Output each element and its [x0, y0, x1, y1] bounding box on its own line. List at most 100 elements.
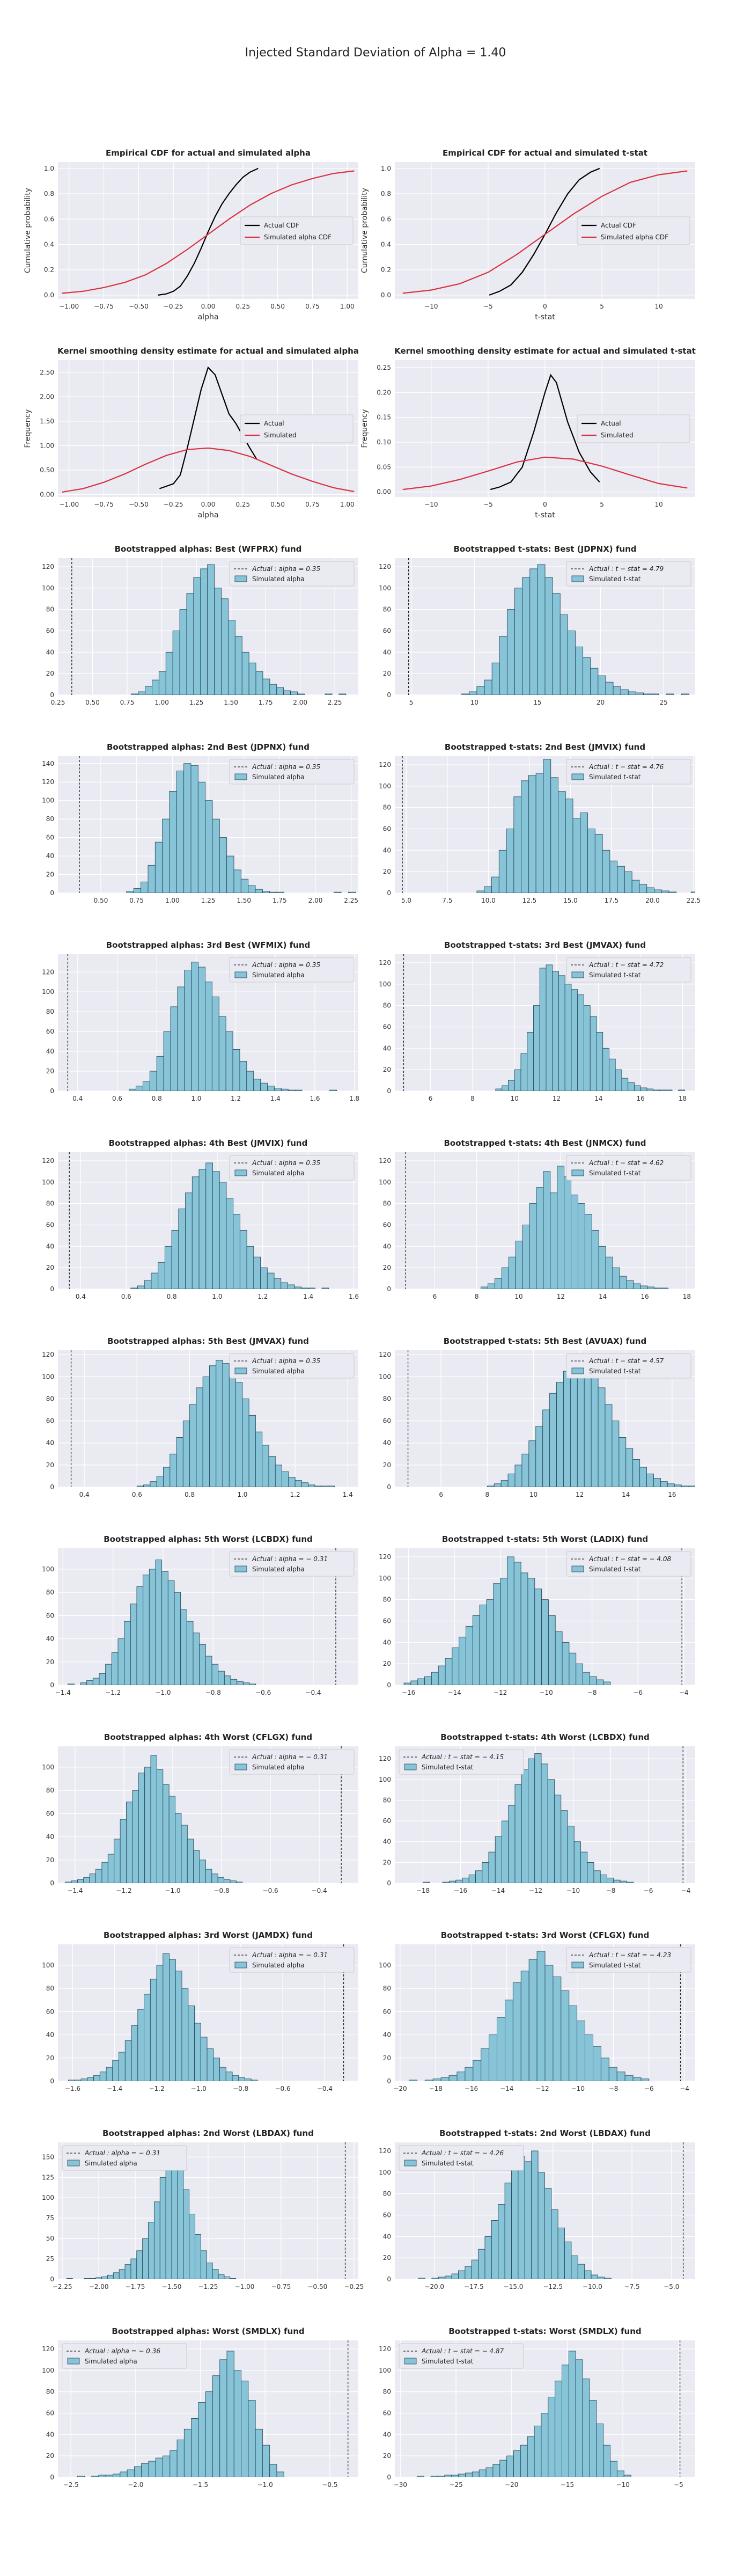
histogram-bar	[241, 652, 249, 695]
series-line-2	[402, 170, 688, 294]
histogram-bar	[524, 2161, 532, 2279]
histogram-bar	[200, 2250, 207, 2279]
y-tick-label: 20	[383, 1660, 391, 1667]
x-tick-label: −14	[491, 1887, 505, 1894]
plot-marks	[402, 756, 695, 893]
histogram-bar	[558, 975, 565, 1091]
y-tick-label: 0.00	[377, 488, 391, 496]
histogram-bar	[83, 1877, 90, 1883]
x-tick-label: 0.75	[305, 303, 320, 310]
x-tick-label: 10	[654, 303, 662, 310]
histogram-bar	[242, 1682, 250, 1685]
y-tick-label: 40	[46, 1635, 54, 1643]
y-tick-label: 120	[379, 2147, 391, 2155]
histogram-bar	[237, 1681, 244, 1685]
histogram-bar	[410, 1680, 418, 1685]
histogram-bar	[501, 1267, 509, 1289]
histogram-bar	[550, 777, 558, 893]
histogram-bar	[577, 2264, 585, 2279]
histogram-bar	[242, 1399, 249, 1487]
y-tick-label: 40	[383, 2431, 391, 2438]
plot-marks	[79, 756, 356, 893]
histogram-bar	[520, 1053, 528, 1091]
histogram-bar	[179, 609, 187, 695]
x-tick-label: −1.2	[116, 1887, 131, 1894]
subplot-10: Bootstrapped t-stats: 3rd Best (JMVAX) f…	[379, 940, 695, 1102]
histogram-bar	[181, 1988, 189, 2081]
histogram-bar	[512, 1982, 521, 2081]
histogram-bar	[282, 1471, 289, 1487]
x-tick-label: 10	[511, 1095, 519, 1102]
histogram-bar	[534, 1753, 542, 1883]
histogram-bar	[95, 1869, 102, 1883]
plot-marks	[418, 2142, 684, 2279]
legend-label: Simulated t-stat	[589, 773, 641, 781]
x-tick-label: 1.00	[154, 699, 169, 706]
y-tick-label: 125	[42, 2174, 54, 2181]
y-tick-label: 60	[383, 2211, 391, 2219]
histogram-bar	[233, 869, 241, 893]
x-tick-label: −10	[424, 501, 438, 508]
histogram-bar	[301, 1287, 309, 1289]
x-tick-label: 1.2	[290, 1491, 300, 1498]
histogram-bar	[124, 1621, 131, 1685]
histogram-bar	[262, 891, 270, 893]
y-tick-label: 20	[46, 871, 54, 879]
histogram-bar	[608, 1058, 616, 1091]
histogram-bar	[193, 1850, 200, 1883]
x-tick-label: 1.00	[340, 501, 355, 508]
histogram-bar	[558, 791, 566, 893]
legend-swatch	[234, 773, 247, 780]
x-tick-label: 0.50	[94, 897, 108, 904]
subplot-title: Kernel smoothing density estimate for ac…	[57, 346, 359, 356]
y-tick-label: 100	[42, 1962, 54, 1969]
histogram-bar	[423, 1882, 430, 1883]
histogram-bar	[171, 1230, 179, 1289]
histogram-bar	[520, 2445, 528, 2477]
histogram-bar	[65, 1882, 72, 1883]
histogram-bar	[449, 1880, 457, 1883]
subplot-title: Bootstrapped t-stats: Worst (SMDLX) fund	[448, 2326, 641, 2336]
histogram-bar	[584, 2270, 592, 2279]
x-tick-label: −6	[644, 2085, 654, 2092]
histogram-bar	[585, 2035, 593, 2081]
plot-marks	[403, 1548, 682, 1685]
y-tick-label: 20	[383, 1066, 391, 1073]
x-tick-label: 0.6	[112, 1095, 122, 1102]
x-tick-label: −5	[674, 2481, 683, 2489]
x-tick-label: −0.4	[312, 1887, 327, 1894]
y-tick-label: 40	[46, 1833, 54, 1841]
histogram-bar	[155, 1560, 163, 1685]
histogram-bar	[665, 1089, 673, 1091]
x-tick-label: −0.6	[275, 2085, 290, 2092]
histogram-bar	[225, 2072, 233, 2081]
x-tick-label: 7.5	[442, 897, 452, 904]
histogram-bar	[197, 781, 206, 893]
legend-label: Actual : t − stat = − 4.15	[421, 1753, 504, 1761]
histogram-bar	[90, 2278, 97, 2279]
histogram-bar	[678, 1089, 685, 1091]
legend-box	[229, 561, 355, 587]
histogram-bar	[268, 1455, 276, 1487]
histogram-bar	[224, 2276, 231, 2279]
y-tick-label: 0	[387, 2473, 391, 2481]
subplot-title: Bootstrapped alphas: Best (WFPRX) fund	[115, 544, 302, 554]
histogram-bar	[628, 1082, 635, 1091]
histogram-bar	[126, 1802, 133, 1883]
legend-box	[566, 759, 691, 785]
x-tick-label: −14	[447, 1689, 461, 1696]
histogram-bar	[143, 1484, 151, 1487]
x-tick-label: −1.4	[55, 1689, 71, 1696]
y-tick-label: 2.00	[40, 393, 54, 400]
histogram-bar	[598, 1387, 606, 1487]
plot-marks	[69, 1152, 329, 1289]
histogram-bar	[186, 1621, 194, 1685]
legend-label: Actual : t − stat = 4.76	[588, 763, 664, 771]
histogram-bar	[161, 1571, 168, 1685]
x-tick-label: −0.6	[255, 1689, 271, 1696]
y-tick-label: 100	[379, 1575, 391, 1582]
y-tick-label: 0	[387, 1087, 391, 1095]
histogram-bar	[224, 1675, 231, 1685]
x-tick-label: −1.25	[198, 2283, 218, 2290]
subplot-title: Bootstrapped alphas: 5th Best (JMVAX) fu…	[107, 1336, 309, 1346]
